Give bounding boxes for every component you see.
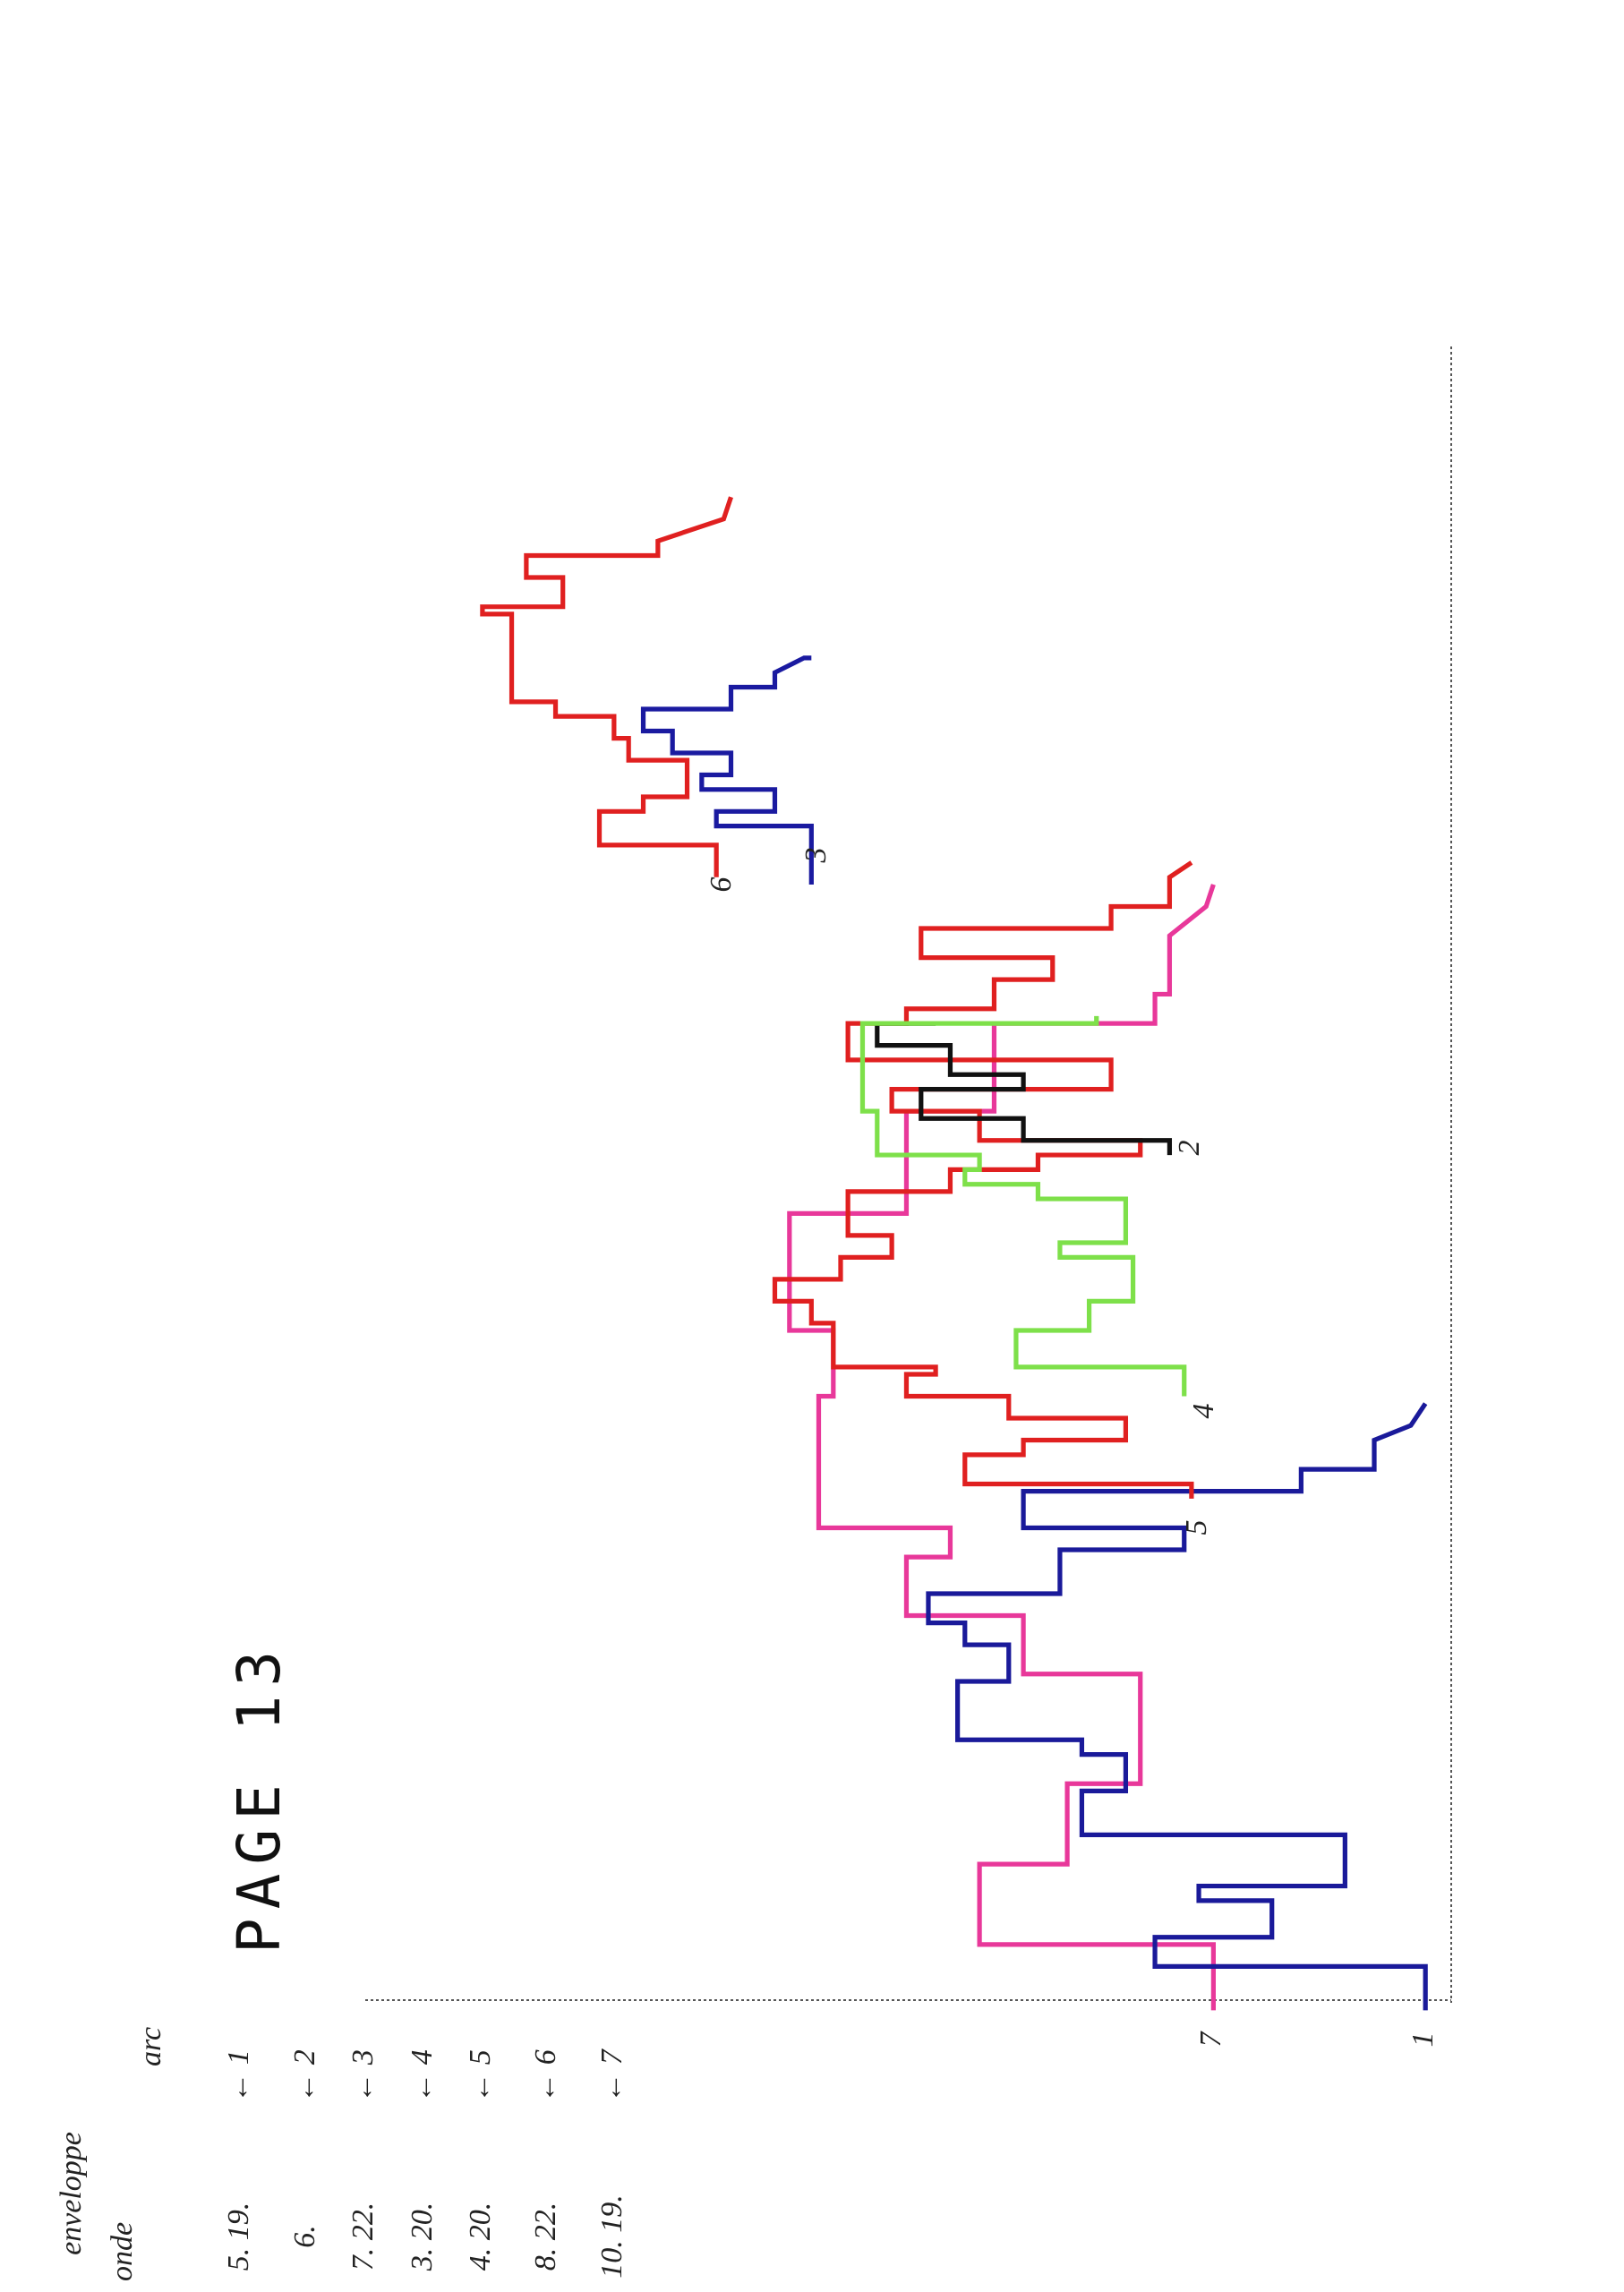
trace-label: 3 <box>799 848 833 864</box>
legend-arc: ← 5 <box>464 2049 497 2103</box>
trace-label: 4 <box>1187 1404 1220 1419</box>
trace <box>640 655 814 885</box>
legend-wave: 5. 19. <box>222 2202 255 2271</box>
trace <box>772 860 1194 1499</box>
trace-label: 7 <box>1194 2031 1227 2048</box>
plot-labels: 6 3 2 4 5 7 1 <box>705 848 1440 2048</box>
legend-wave: 7. 22. <box>346 2202 380 2271</box>
legend-wave: 3. 20. <box>406 2202 439 2272</box>
legend-arc: ← 4 <box>406 2049 439 2103</box>
trace-label: 2 <box>1173 1141 1206 1156</box>
trace <box>787 884 1217 2011</box>
trace <box>480 496 733 877</box>
legend-arc: ← 6 <box>529 2049 562 2103</box>
legend-arc: ← 1 <box>222 2049 255 2103</box>
legend-rows: 5. 19. ← 1 6. ← 2 7. 22. ← 3 3. 20. ← 4 4. 20. ← … <box>222 2048 628 2279</box>
legend-wave: 6. <box>288 2225 321 2248</box>
trace-label: 6 <box>705 877 738 893</box>
legend-header: enveloppe <box>55 2132 88 2255</box>
legend-arc: ← 7 <box>595 2048 628 2103</box>
trace-label: 5 <box>1180 1520 1213 1535</box>
trace <box>926 1402 1428 2011</box>
legend-arc: ← 2 <box>288 2049 321 2103</box>
legend-header: onde <box>106 2222 139 2281</box>
legend-wave: 10. 19. <box>595 2194 628 2279</box>
trace <box>875 1021 1173 1156</box>
trace-label: 1 <box>1406 2032 1440 2048</box>
legend-wave: 4. 20. <box>464 2202 497 2271</box>
legend-arc: ← 3 <box>346 2049 380 2103</box>
page-title: PAGE 13 <box>225 1642 294 1954</box>
traces <box>480 496 1428 2011</box>
legend-wave: 8. 22. <box>529 2202 562 2271</box>
trace <box>859 1015 1187 1397</box>
legend-header: arc <box>134 2027 167 2066</box>
